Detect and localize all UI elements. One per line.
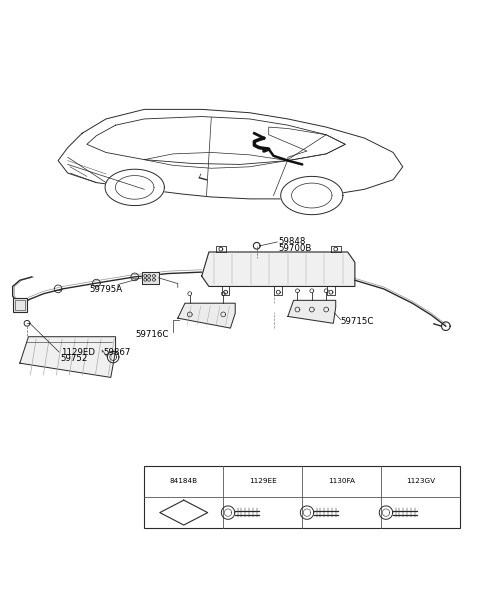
- Polygon shape: [281, 176, 343, 214]
- Text: 1129EE: 1129EE: [249, 479, 276, 485]
- Polygon shape: [105, 169, 164, 206]
- Text: 1130FA: 1130FA: [328, 479, 355, 485]
- Text: 59715C: 59715C: [340, 317, 374, 326]
- Text: 59795A: 59795A: [89, 285, 122, 294]
- Text: 1129ED: 1129ED: [60, 347, 95, 357]
- Polygon shape: [58, 110, 403, 199]
- Bar: [13, 298, 26, 312]
- Text: 59700B: 59700B: [278, 244, 312, 253]
- Polygon shape: [142, 272, 158, 283]
- Text: 1123GV: 1123GV: [406, 479, 435, 485]
- Polygon shape: [288, 301, 336, 323]
- Text: 59716C: 59716C: [136, 330, 169, 339]
- Bar: [15, 300, 24, 310]
- Polygon shape: [20, 337, 116, 378]
- Polygon shape: [178, 303, 235, 328]
- Polygon shape: [87, 116, 345, 164]
- Polygon shape: [202, 252, 355, 286]
- Text: 59752: 59752: [60, 354, 88, 363]
- Text: 84184B: 84184B: [170, 479, 198, 485]
- Text: 59848: 59848: [278, 237, 306, 246]
- Bar: [144, 466, 460, 528]
- Text: 59867: 59867: [104, 347, 131, 357]
